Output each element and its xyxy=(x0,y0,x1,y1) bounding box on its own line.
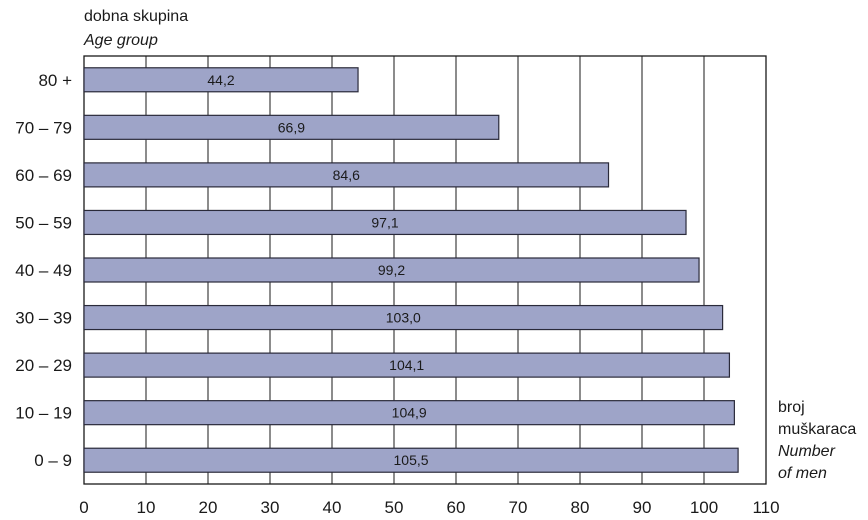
category-label: 70 – 79 xyxy=(15,118,72,137)
category-label: 50 – 59 xyxy=(15,213,72,232)
x-tick-label: 50 xyxy=(385,498,404,517)
bar-value-label: 66,9 xyxy=(278,119,305,135)
category-label: 60 – 69 xyxy=(15,166,72,185)
x-axis-label-line-1: broj xyxy=(778,399,805,416)
y-axis-label-english: Age group xyxy=(84,32,158,49)
bar xyxy=(83,352,731,378)
bar xyxy=(83,304,724,331)
x-tick-label: 10 xyxy=(137,498,156,517)
x-axis-label-line-3: Number xyxy=(778,443,835,460)
bar-value-label: 104,9 xyxy=(392,405,427,421)
category-label: 0 – 9 xyxy=(34,451,72,470)
bar xyxy=(83,162,610,188)
bar-value-label: 103,0 xyxy=(386,310,421,326)
bar-value-label: 104,1 xyxy=(389,357,424,373)
x-tick-label: 0 xyxy=(79,498,88,517)
bar xyxy=(83,209,687,236)
bar xyxy=(83,257,700,283)
bar-value-label: 84,6 xyxy=(333,167,360,183)
x-tick-label: 80 xyxy=(571,498,590,517)
category-label: 40 – 49 xyxy=(15,261,72,280)
y-axis-label-local: dobna skupina xyxy=(84,8,189,25)
bar xyxy=(83,400,735,426)
bar xyxy=(83,114,500,140)
category-label: 10 – 19 xyxy=(15,404,72,423)
x-tick-label: 90 xyxy=(633,498,652,517)
x-tick-label: 70 xyxy=(509,498,528,517)
bar-value-label: 44,2 xyxy=(207,72,234,88)
x-tick-label: 110 xyxy=(752,498,779,517)
x-tick-label: 100 xyxy=(690,498,718,517)
bar-value-label: 105,5 xyxy=(394,452,429,468)
bar xyxy=(83,447,739,473)
x-tick-label: 60 xyxy=(447,498,466,517)
category-label: 30 – 39 xyxy=(15,309,72,328)
bar xyxy=(83,67,359,93)
category-label: 20 – 29 xyxy=(15,356,72,375)
x-tick-label: 30 xyxy=(261,498,280,517)
bar-value-label: 99,2 xyxy=(378,262,405,278)
x-axis-label-line-2: muškaraca xyxy=(778,421,857,438)
x-axis-label-line-4: of men xyxy=(778,465,827,482)
x-tick-label: 20 xyxy=(199,498,218,517)
category-label: 80 + xyxy=(38,71,72,90)
bar-value-label: 97,1 xyxy=(371,214,398,230)
x-tick-label: 40 xyxy=(323,498,342,517)
